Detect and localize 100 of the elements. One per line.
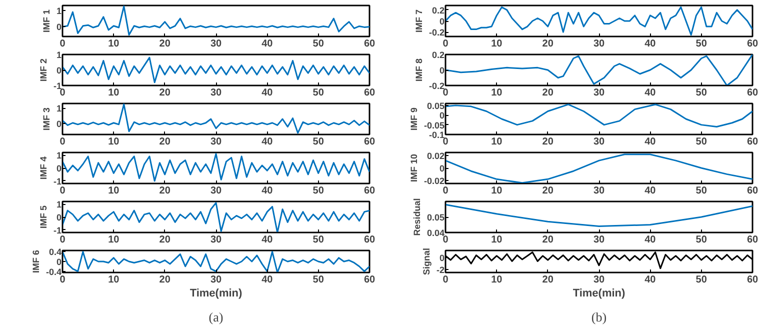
x-tick-label: 30 [210, 136, 222, 148]
y-axis-title: Signal [422, 248, 432, 275]
x-tick-label: 20 [542, 234, 554, 246]
y-tick-label: 0.4 [48, 247, 62, 258]
y-tick-label: 0 [56, 66, 62, 76]
x-tick-label: 20 [159, 234, 171, 246]
x-tick-label: 60 [364, 38, 376, 50]
y-axis-title: IMF 8 [414, 58, 424, 82]
x-tick-label: 30 [593, 274, 605, 286]
x-tick-label: 10 [108, 234, 120, 246]
line-series [62, 104, 370, 134]
x-tick-label: 10 [491, 136, 503, 148]
y-tick-label: 0.2 [432, 5, 445, 16]
x-tick-label: 60 [364, 136, 376, 148]
y-axis-title: Residual [412, 198, 422, 236]
y-tick-label: 0 [439, 16, 445, 26]
line-series [446, 6, 752, 36]
x-tick-label: 10 [108, 186, 120, 196]
x-tick-label: 60 [364, 88, 376, 98]
x-tick-label: 30 [593, 88, 605, 98]
line-series [62, 153, 370, 182]
y-tick-label: 0 [56, 212, 62, 222]
x-tick-label: 50 [312, 234, 324, 246]
x-tick-label: 50 [312, 274, 324, 286]
y-tick-label: 1 [56, 200, 62, 210]
line-series [62, 202, 370, 232]
x-tick-label: 20 [542, 136, 554, 148]
text: (b) [591, 310, 607, 324]
x-tick-label: 10 [491, 234, 503, 246]
x-tick-label: 60 [746, 186, 758, 196]
x-tick-label: 50 [696, 38, 708, 50]
x-tick-label: 50 [696, 234, 708, 246]
y-tick-label: 0 [439, 110, 445, 121]
y-tick-label: 0.05 [426, 100, 445, 111]
y-axis-title: IMF 7 [414, 9, 424, 32]
x-tick-label: 40 [644, 136, 656, 148]
x-tick-label: 10 [491, 186, 503, 196]
y-tick-label: -1 [54, 225, 62, 236]
x-tick-label: 50 [312, 136, 324, 148]
x-tick-label: 10 [108, 38, 120, 50]
x-tick-label: 40 [262, 38, 274, 50]
x-tick-label: 10 [491, 88, 503, 98]
x-tick-label: 40 [644, 274, 656, 286]
y-tick-label: 0.02 [426, 151, 445, 162]
x-tick-label: 30 [593, 136, 605, 148]
x-tick-label: 40 [644, 38, 656, 50]
x-tick-label: 40 [262, 234, 274, 246]
y-tick-label: -1 [54, 176, 62, 186]
x-tick-label: 20 [159, 186, 171, 196]
x-tick-label: 40 [644, 88, 656, 98]
x-tick-label: 20 [542, 38, 554, 50]
y-axis-title: IMF 6 [30, 250, 41, 273]
x-tick-label: 30 [210, 234, 222, 246]
line-series [446, 104, 752, 128]
x-tick-label: 60 [364, 234, 376, 246]
y-tick-label: -0.4 [46, 266, 62, 277]
y-tick-label: 0 [439, 253, 445, 264]
line-series [446, 252, 752, 270]
x-tick-label: 60 [746, 38, 758, 50]
x-tick-label: 60 [746, 234, 758, 246]
x-axis-title: Time(min) [190, 288, 243, 300]
line-series [62, 6, 370, 36]
text: (a) [208, 310, 224, 324]
y-tick-label: 0 [439, 164, 445, 174]
x-tick-label: 40 [644, 186, 656, 196]
x-tick-label: 30 [210, 186, 222, 196]
y-tick-label: 1 [56, 150, 62, 161]
y-axis-title: IMF 4 [38, 156, 48, 180]
x-tick-label: 50 [312, 186, 324, 196]
y-tick-label: 0.2 [432, 50, 445, 60]
x-tick-label: 10 [108, 274, 120, 286]
y-axis-title: IMF 9 [408, 107, 419, 130]
y-tick-label: -2 [436, 265, 445, 276]
x-tick-label: 50 [696, 274, 708, 286]
y-tick-label: 0 [56, 164, 62, 174]
x-tick-label: 10 [108, 136, 120, 148]
line-series [446, 54, 752, 86]
y-axis-title: IMF 5 [38, 205, 48, 228]
y-tick-label: 0.05 [426, 212, 445, 222]
x-tick-label: 60 [364, 274, 376, 286]
x-tick-label: 50 [312, 88, 324, 98]
y-axis-title: IMF 2 [38, 58, 48, 82]
y-tick-label: 0 [56, 119, 62, 130]
x-tick-label: 30 [593, 38, 605, 50]
x-tick-label: 10 [108, 88, 120, 98]
y-tick-label: 1 [56, 104, 62, 114]
line-series [62, 250, 370, 272]
x-tick-label: 50 [696, 136, 708, 148]
x-tick-label: 40 [262, 88, 274, 98]
x-tick-label: 30 [210, 38, 222, 50]
x-tick-label: 40 [262, 186, 274, 196]
y-tick-label: 1 [56, 50, 62, 60]
y-axis-title: IMF 3 [41, 107, 52, 130]
x-tick-label: 30 [210, 88, 222, 98]
x-tick-label: 60 [746, 136, 758, 148]
x-tick-label: 40 [262, 136, 274, 148]
y-tick-label: -0.05 [424, 120, 444, 130]
x-tick-label: 50 [696, 186, 708, 196]
line-series [62, 56, 370, 84]
x-tick-label: 50 [312, 38, 324, 50]
